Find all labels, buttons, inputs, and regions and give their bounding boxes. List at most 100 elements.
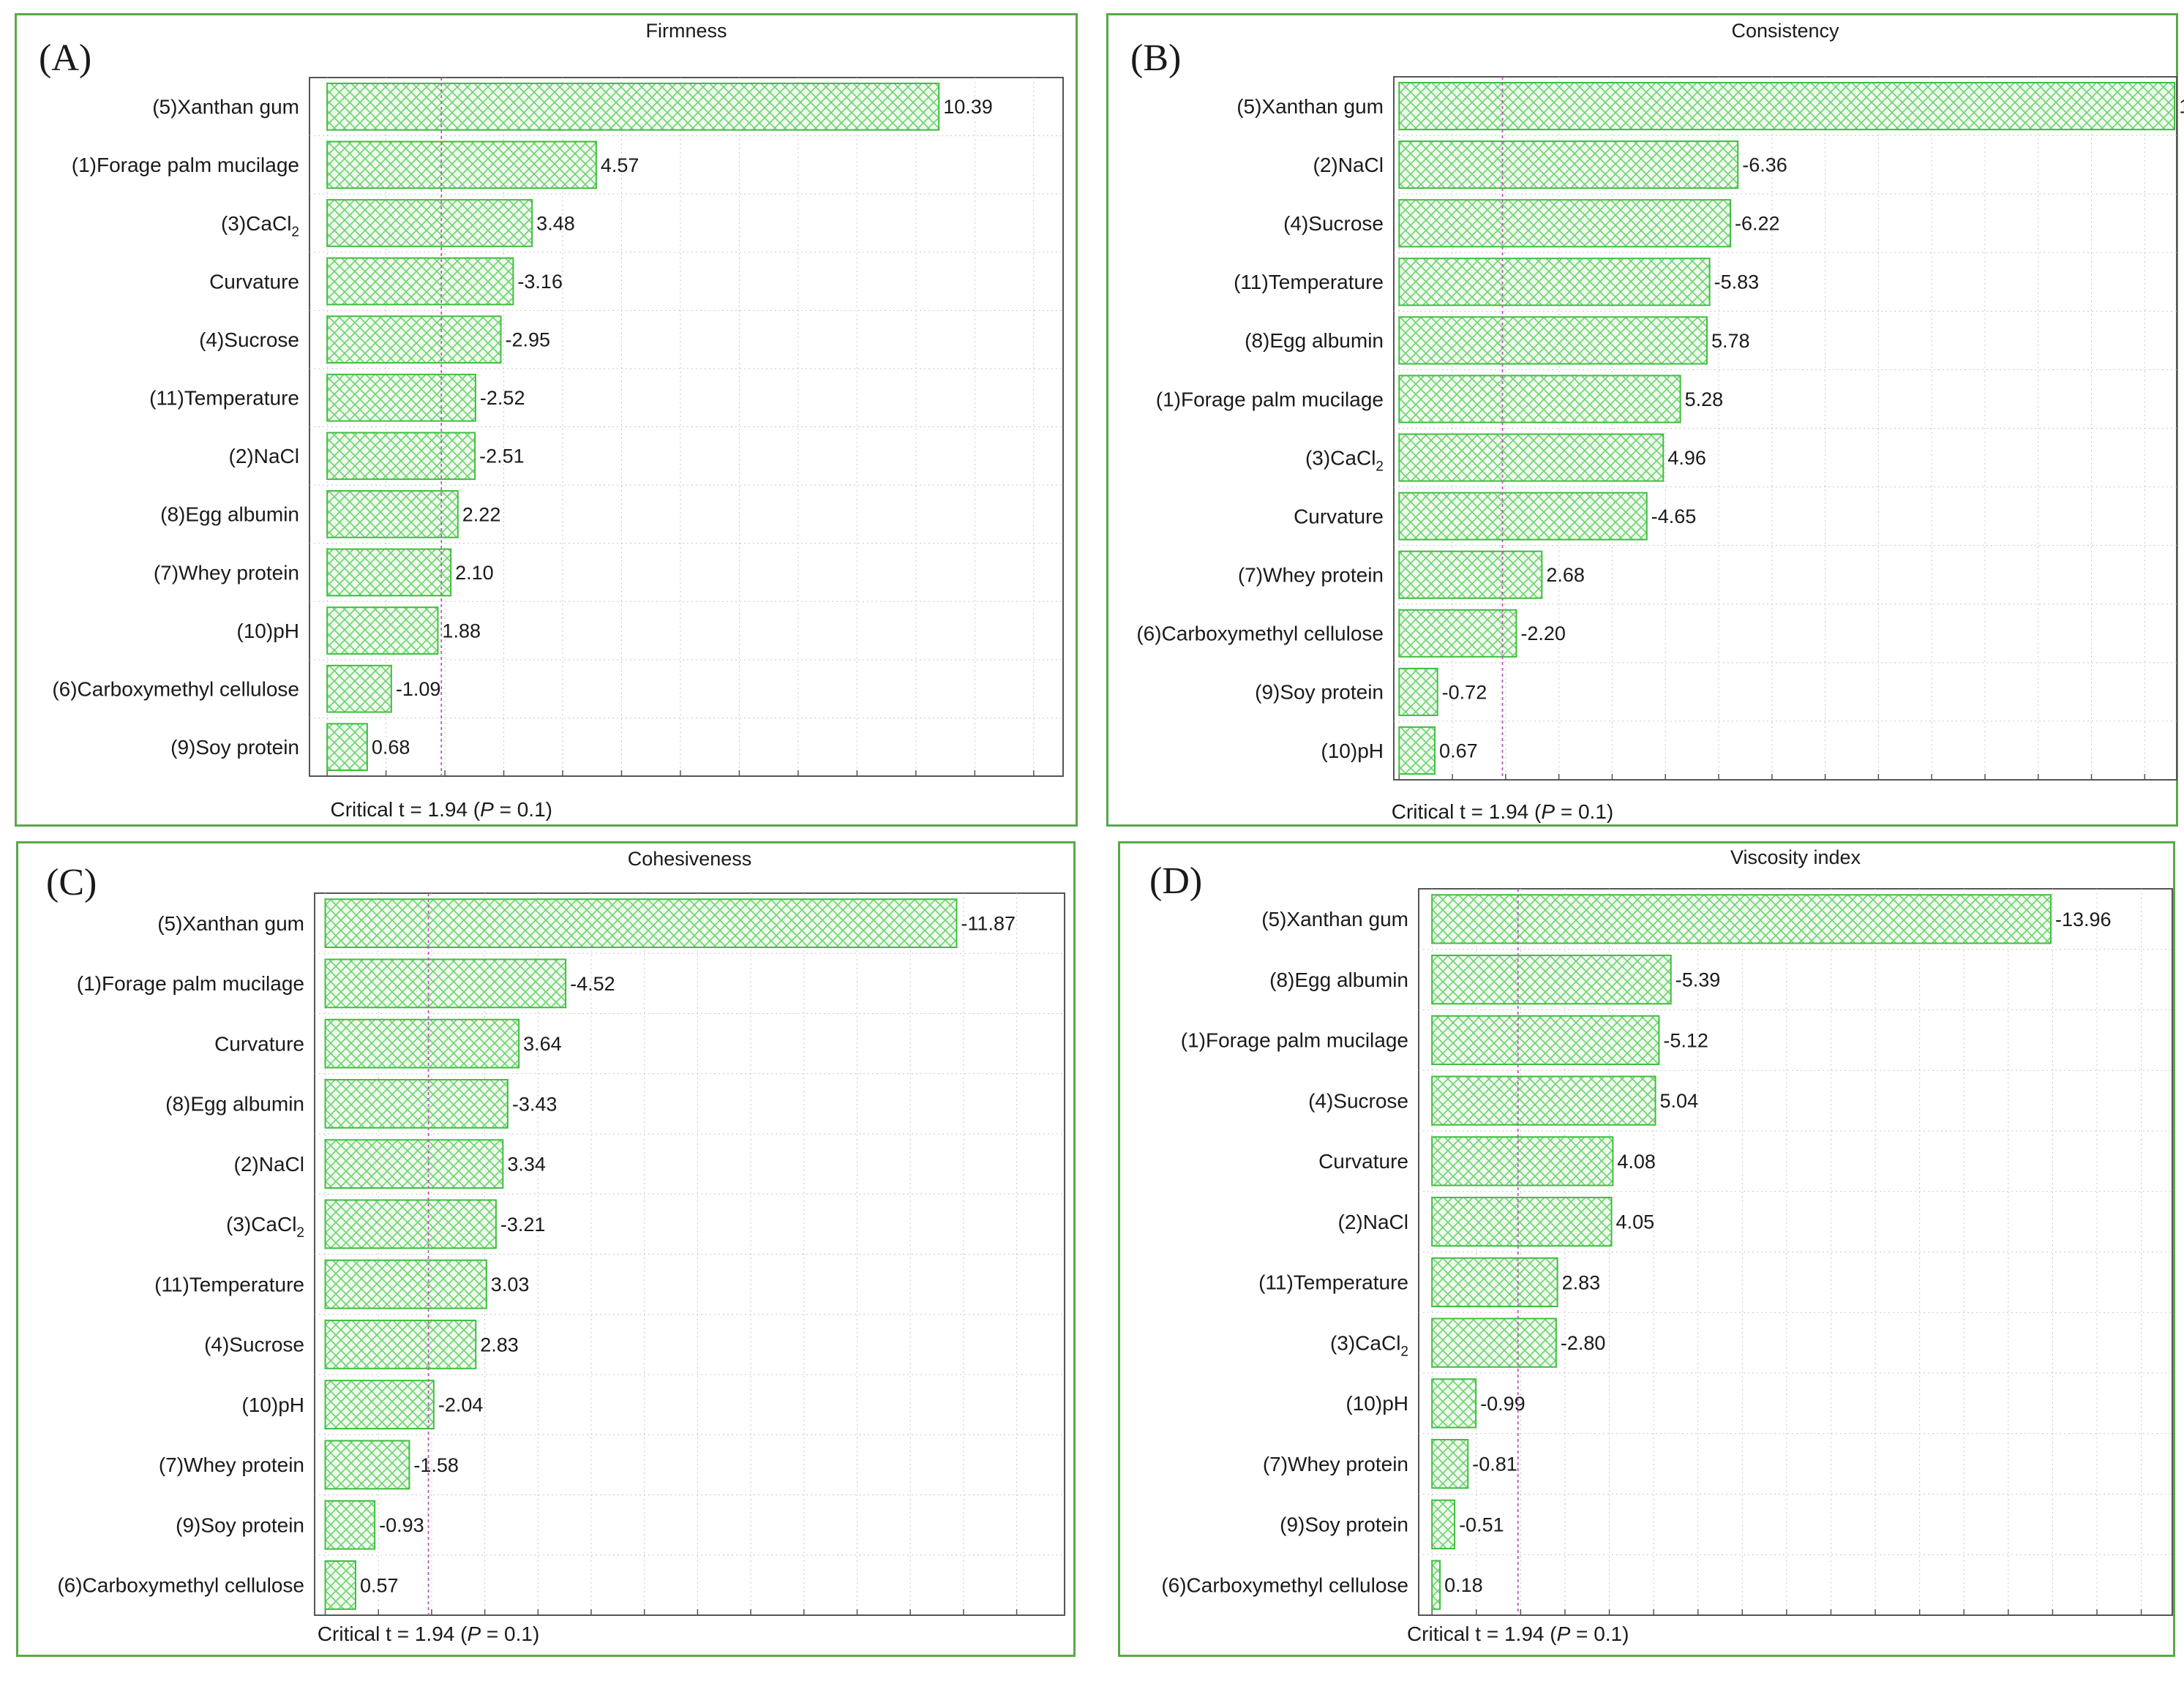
category-label: (6)Carboxymethyl cellulose (1161, 1573, 1408, 1596)
bar-6-carboxymethyl-cellulose (324, 1560, 356, 1610)
value-label: -1.58 (413, 1454, 459, 1476)
category-label: (10)pH (1321, 740, 1384, 762)
category-label: (8)Egg albumin (160, 503, 299, 526)
bar-5-xanthan-gum (326, 82, 940, 131)
chart-firmness: (A) Firmness (5)Xanthan gum 10.39 (1)Forage … (39, 20, 1064, 821)
value-label: -1.09 (396, 678, 441, 700)
value-label: 2.83 (1562, 1271, 1601, 1293)
bar-11-temperature (324, 1259, 487, 1309)
value-label: 4.08 (1617, 1151, 1656, 1173)
chart-title: Cohesiveness (628, 848, 752, 870)
panel-letter: (C) (46, 862, 97, 903)
value-label: 2.68 (1546, 564, 1585, 586)
category-label: (5)Xanthan gum (157, 912, 304, 935)
bar-8-egg-albumin (1431, 955, 1672, 1005)
value-label: 2.22 (462, 503, 501, 525)
category-label: (7)Whey protein (1263, 1453, 1408, 1475)
category-label: (2)NaCl (229, 445, 299, 467)
category-label: (10)pH (236, 620, 299, 642)
category-label: (11)Temperature (149, 387, 299, 410)
bar-8-egg-albumin (324, 1078, 509, 1129)
category-label: (2)NaCl (1313, 154, 1384, 176)
value-label: 0.18 (1444, 1574, 1483, 1596)
bar-7-whey-protein (324, 1440, 410, 1490)
bar-4-sucrose (1398, 199, 1732, 248)
value-label: 5.04 (1660, 1090, 1699, 1112)
value-label: 3.64 (523, 1033, 562, 1055)
category-label: (3)CaCl2 (1330, 1331, 1408, 1359)
chart-title: Viscosity index (1730, 846, 1861, 868)
bar-6-carboxymethyl-cellulose (326, 664, 392, 713)
value-label: -0.81 (1472, 1454, 1517, 1475)
value-label: 5.28 (1685, 388, 1724, 410)
category-label: (10)pH (1346, 1392, 1408, 1415)
bar-3-cacl2 (1398, 433, 1665, 482)
category-label: (4)Sucrose (1283, 212, 1384, 235)
category-label: (1)Forage palm mucilage (72, 154, 299, 176)
value-label: -13.96 (2055, 909, 2112, 930)
plot-area (314, 892, 1065, 1616)
bar-2-nacl (1431, 1197, 1613, 1247)
category-label: (4)Sucrose (199, 328, 299, 351)
bar-7-whey-protein (1398, 550, 1543, 599)
value-label: 0.68 (372, 737, 410, 759)
bar-8-egg-albumin (1398, 316, 1708, 365)
value-label: 3.03 (491, 1274, 530, 1296)
category-label: (7)Whey protein (159, 1454, 304, 1476)
value-label: 0.67 (1439, 740, 1478, 762)
category-label: (8)Egg albumin (1245, 329, 1384, 352)
bar-2-nacl (324, 1139, 504, 1189)
value-label: -0.51 (1459, 1514, 1504, 1535)
critical-t-label: Critical t = 1.94 (P = 0.1) (1407, 1623, 1629, 1645)
panel-letter: (D) (1149, 860, 1202, 902)
category-label: Curvature (1318, 1150, 1408, 1173)
bar-8-egg-albumin (326, 490, 459, 538)
category-label: (3)CaCl2 (1305, 446, 1384, 474)
bar-3-cacl2 (324, 1199, 497, 1249)
value-label: -2.20 (1520, 623, 1566, 644)
value-label: -5.12 (1663, 1029, 1708, 1051)
chart-title: Firmness (645, 20, 727, 42)
value-label: -6.22 (1735, 213, 1780, 235)
value-label: 3.48 (536, 212, 575, 234)
bar-1-forage-palm-mucilage (324, 958, 567, 1009)
value-label: -6.36 (1742, 154, 1787, 176)
category-label: (4)Sucrose (204, 1334, 304, 1356)
category-label: (5)Xanthan gum (1261, 908, 1408, 930)
bar-10-ph (1431, 1378, 1477, 1429)
bar-curvature (324, 1018, 520, 1069)
value-label: -3.43 (512, 1093, 558, 1115)
value-label: 10.39 (943, 96, 993, 118)
bar-2-nacl (326, 432, 476, 481)
chart-cohesiveness: (C) Cohesiveness (5)Xanthan gum -11.87 (1)Fo… (46, 848, 1065, 1645)
value-label: -2.51 (479, 445, 525, 467)
value-label: 4.96 (1667, 447, 1706, 469)
bar-6-carboxymethyl-cellulose (1431, 1560, 1441, 1610)
bar-2-nacl (1398, 140, 1739, 189)
bar-9-soy-protein (1398, 667, 1438, 716)
bar-9-soy-protein (326, 723, 368, 772)
bar-4-sucrose (324, 1319, 477, 1369)
bar-11-temperature (1398, 257, 1711, 307)
category-label: (11)Temperature (154, 1273, 304, 1296)
bar-10-ph (1398, 726, 1436, 775)
bar-1-forage-palm-mucilage (326, 140, 597, 189)
category-label: Curvature (209, 270, 299, 293)
value-label: -2.04 (438, 1394, 484, 1416)
bar-3-cacl2 (326, 199, 533, 247)
category-label: (5)Xanthan gum (152, 96, 299, 119)
category-label: (1)Forage palm mucilage (77, 972, 304, 995)
bar-5-xanthan-gum (1431, 894, 2052, 944)
category-label: (9)Soy protein (1255, 681, 1384, 704)
chart-consistency: (B) Consistency (5)Xanthan gum 14.56 (2)NaCl… (1130, 20, 2184, 823)
bar-curvature (326, 257, 514, 306)
category-label: (9)Soy protein (176, 1514, 304, 1536)
category-label: (6)Carboxymethyl cellulose (52, 677, 299, 700)
bar-7-whey-protein (326, 548, 452, 597)
value-label: -11.87 (961, 913, 1016, 935)
panel-letter: (B) (1130, 37, 1181, 79)
category-label: (4)Sucrose (1308, 1089, 1408, 1112)
value-label: 4.05 (1616, 1211, 1655, 1233)
bar-7-whey-protein (1431, 1439, 1469, 1489)
value-label: -4.65 (1651, 505, 1697, 527)
